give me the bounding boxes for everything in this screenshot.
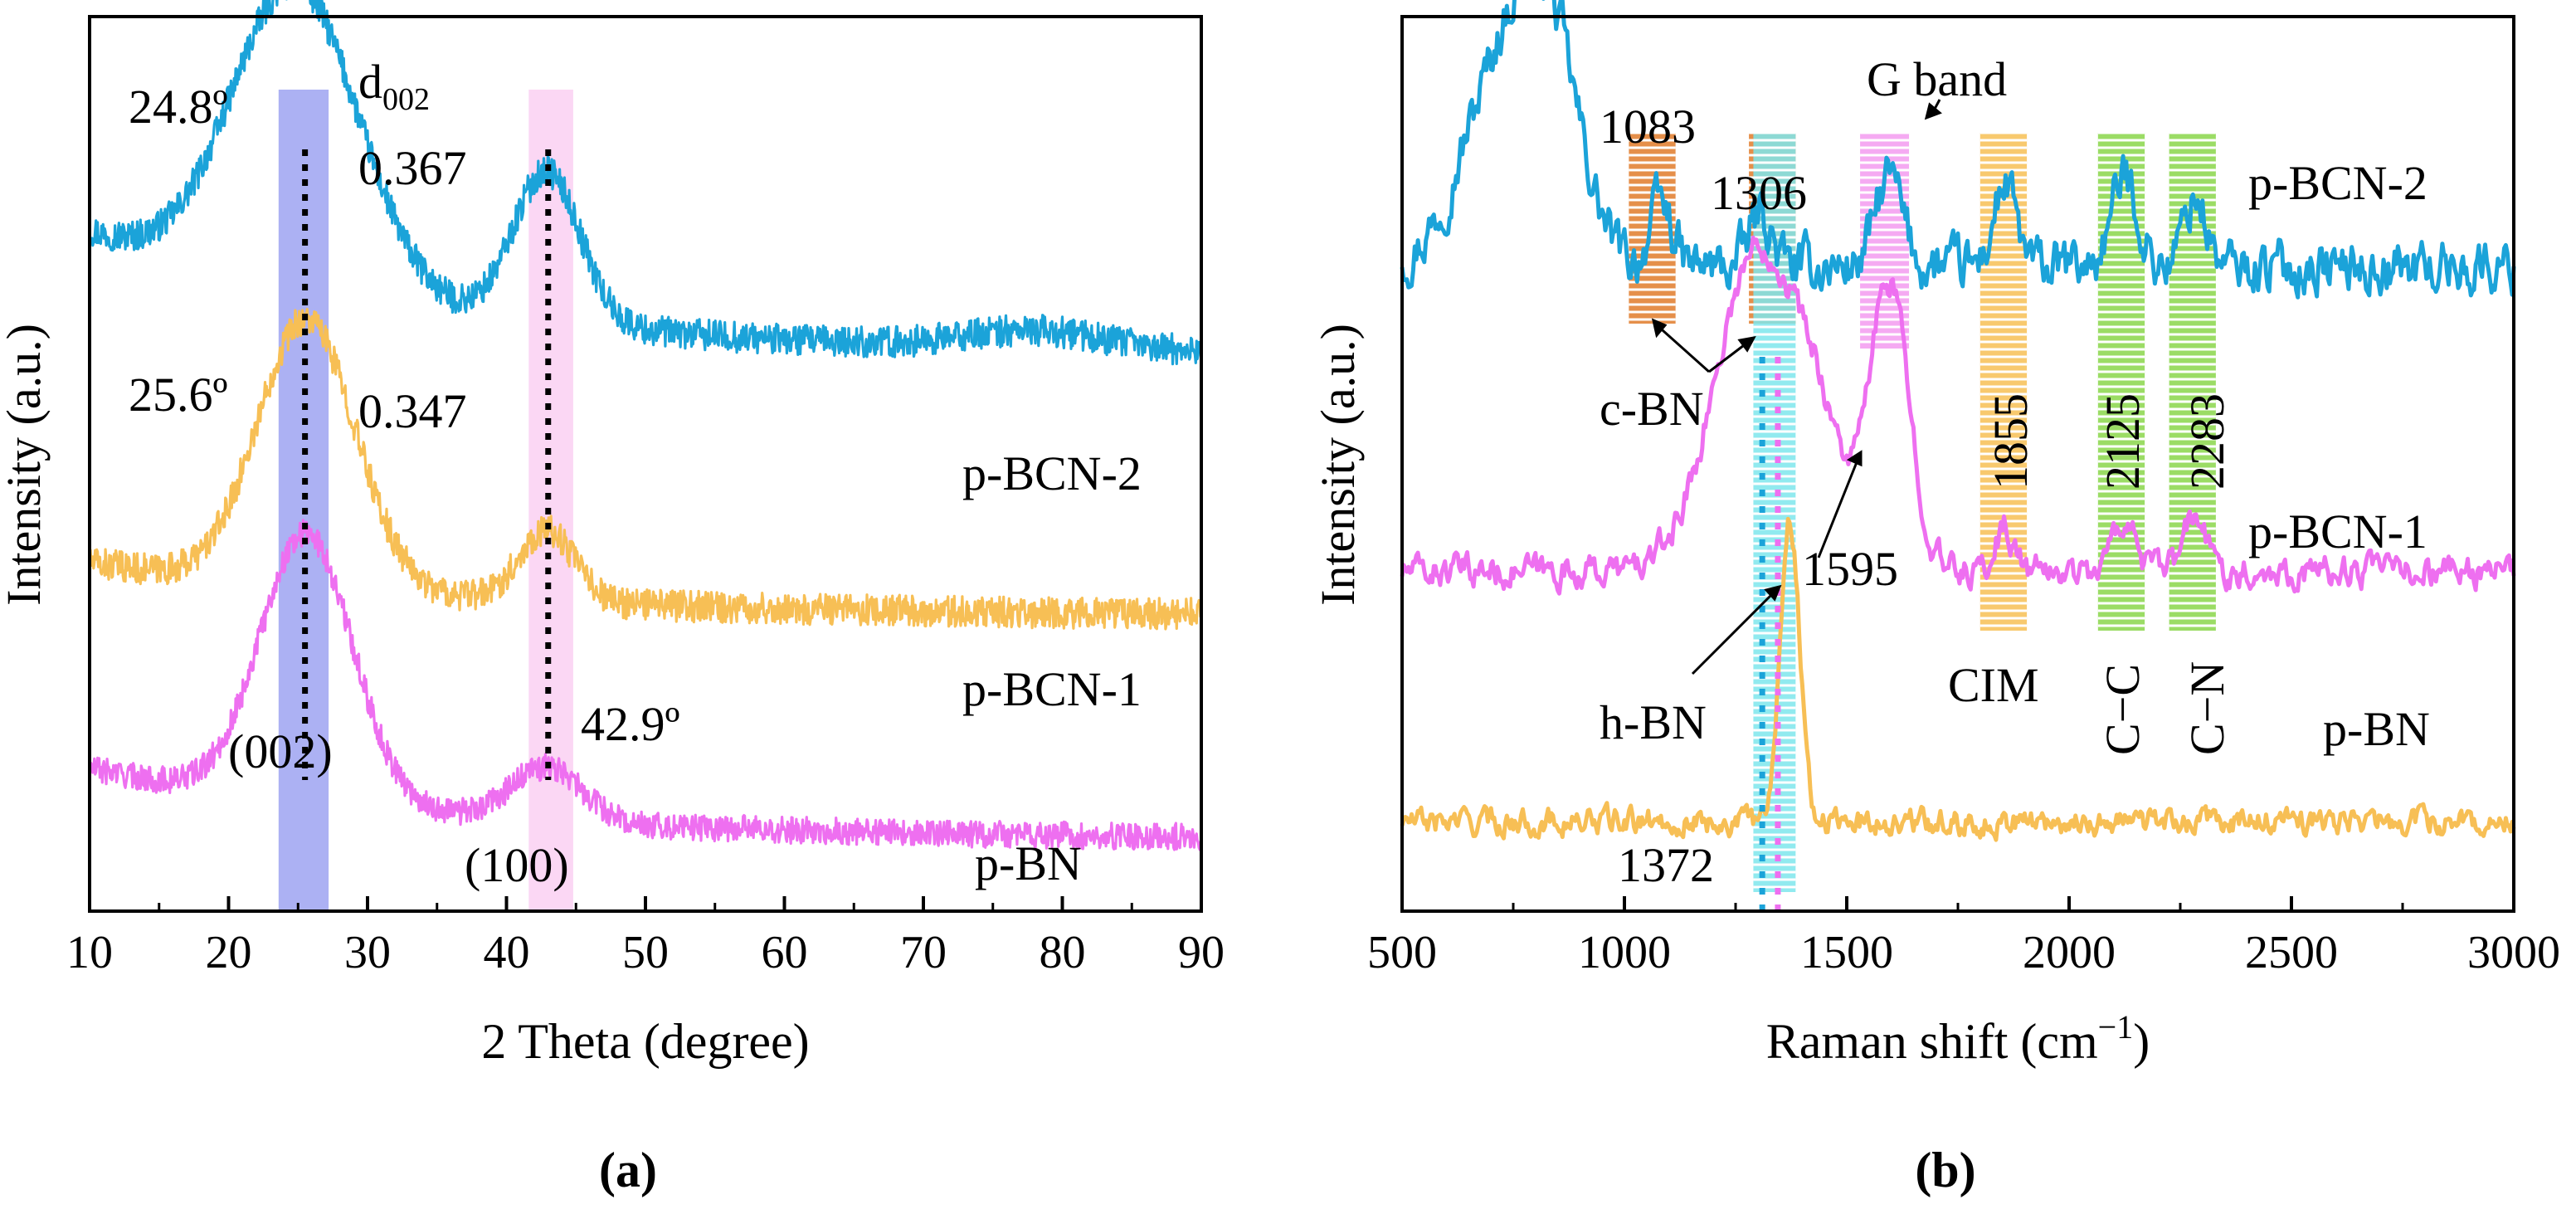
annotation-2283: 2283 xyxy=(2180,393,2234,490)
annotation-1855: 1855 xyxy=(1984,393,2038,490)
series-b xyxy=(1400,0,2516,842)
series-label-p-bcn-2: p-BCN-2 xyxy=(962,446,1142,500)
arrowhead-icon xyxy=(1651,318,1668,339)
x-axis-label-b: Raman shift (cm−1) xyxy=(1766,1008,2150,1069)
arrowhead-icon xyxy=(1764,584,1782,602)
panel-b: 500 1000 1500 2000 2500 3000 Intensity (a.u.)… xyxy=(1311,0,2560,1197)
panel-label-b: (b) xyxy=(1915,1143,1975,1197)
arrowhead-icon xyxy=(1846,450,1863,467)
annotation-arrows xyxy=(1651,99,1942,675)
x-tick-label: 3000 xyxy=(2467,927,2560,978)
x-tick-label: 90 xyxy=(1178,927,1225,978)
x-ticks-b: 500 1000 1500 2000 2500 3000 xyxy=(1367,896,2560,978)
annotation-g-band: G band xyxy=(1867,52,2007,106)
annotation-1595: 1595 xyxy=(1802,542,1898,596)
y-axis-label-a: Intensity (a.u.) xyxy=(0,324,51,606)
x-tick-label: 40 xyxy=(484,927,530,978)
annotation-hkl-002: (002) xyxy=(228,724,333,778)
h-bn-arrow xyxy=(1691,589,1777,675)
x-tick-label: 2000 xyxy=(2023,927,2116,978)
series-line-p-bcn-1 xyxy=(88,308,1203,631)
series-line-p-bn xyxy=(88,519,1203,851)
x-axis-label-a: 2 Theta (degree) xyxy=(481,1014,809,1069)
x-tick-label: 20 xyxy=(206,927,252,978)
series-line-p-bn xyxy=(1400,516,2516,842)
g-band-arrow-1595 xyxy=(1817,457,1860,558)
annotation-1306: 1306 xyxy=(1711,166,1807,220)
x-tick-label: 500 xyxy=(1367,927,1437,978)
annotation-c-bn: c-BN xyxy=(1600,382,1704,436)
series-label-p-bn-raman: p-BN xyxy=(2323,702,2430,756)
x-tick-label: 80 xyxy=(1040,927,1086,978)
annotation-1083: 1083 xyxy=(1600,100,1696,154)
series-label-p-bn: p-BN xyxy=(975,836,1082,890)
annotation-c-c: C−C xyxy=(2096,664,2150,755)
series-label-p-bcn-2-raman: p-BCN-2 xyxy=(2248,156,2427,210)
panel-a: 10 20 30 40 50 60 70 80 90 Intensity (a.u.) 2 Th… xyxy=(0,0,1225,1197)
annotation-cim: CIM xyxy=(1948,658,2039,712)
series-line-p-bcn-2 xyxy=(88,0,1203,366)
x-tick-label: 70 xyxy=(900,927,947,978)
annotation-h-bn: h-BN xyxy=(1600,695,1707,749)
series-label-p-bcn-1-raman: p-BCN-1 xyxy=(2248,505,2427,558)
x-tick-label: 10 xyxy=(66,927,113,978)
annotation-42-9: 42.9º xyxy=(581,697,679,751)
series-line-p-bcn-2 xyxy=(1400,0,2516,300)
x-tick-label: 60 xyxy=(762,927,808,978)
annotation-0-367: 0.367 xyxy=(358,141,467,195)
series-a xyxy=(88,0,1203,851)
x-tick-label: 1000 xyxy=(1578,927,1671,978)
annotation-d002: d002 xyxy=(358,55,430,117)
plot-frame-b xyxy=(1400,15,2515,913)
y-axis-label-b: Intensity (a.u.) xyxy=(1311,324,1365,606)
x-ticks-a: 10 20 30 40 50 60 70 80 90 xyxy=(66,896,1225,978)
series-line-p-bcn-1 xyxy=(1400,235,2516,596)
annotation-2125: 2125 xyxy=(2096,393,2150,490)
x-tick-label: 1500 xyxy=(1800,927,1893,978)
annotation-0-347: 0.347 xyxy=(358,384,467,438)
arrowhead-icon xyxy=(1924,102,1942,120)
c-bn-arrow-left xyxy=(1654,322,1710,373)
x-tick-label: 2500 xyxy=(2245,927,2338,978)
highlight-bands-a xyxy=(278,90,573,911)
arrowhead-icon xyxy=(1737,335,1756,353)
series-label-p-bcn-1: p-BCN-1 xyxy=(962,662,1142,716)
annotation-hkl-100: (100) xyxy=(465,838,569,892)
annotation-1372: 1372 xyxy=(1618,838,1714,892)
guide-lines-a xyxy=(302,149,552,780)
highlight-band xyxy=(1629,133,1676,324)
panel-label-a: (a) xyxy=(599,1143,657,1197)
x-tick-label: 50 xyxy=(622,927,669,978)
x-tick-label: 30 xyxy=(344,927,391,978)
annotation-c-n: C−N xyxy=(2180,661,2234,755)
annotation-25-6: 25.6º xyxy=(129,368,227,422)
annotation-24-8: 24.8º xyxy=(129,80,227,134)
